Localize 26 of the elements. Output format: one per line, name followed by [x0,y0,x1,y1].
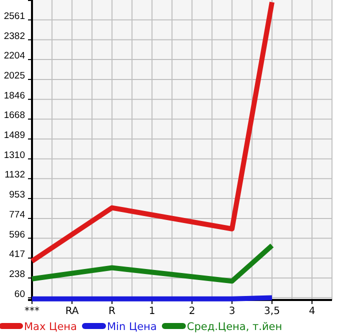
x-tick-label: *** [24,306,40,318]
y-tick-label: 2025 [4,70,25,82]
y-tick-label: 1310 [4,150,25,161]
y-tick-label: 238 [9,269,25,280]
y-tick-label: 774 [9,209,25,220]
y-tick-label: 2204 [4,50,25,62]
legend-label: Сред.Цена, т.йен [186,321,282,333]
x-tick-label: RA [65,306,79,318]
x-tick-label: 3 [228,306,236,318]
y-tick-label: 2561 [4,10,25,22]
legend-label: Min Цена [106,321,157,333]
x-tick-label: 4 [308,306,316,318]
y-tick-label: 1489 [4,130,25,142]
y-tick-label: 60 [14,288,25,300]
y-tick-label: 2382 [4,30,25,42]
x-tick-label: 2 [188,306,196,318]
y-tick-label: 953 [9,190,25,201]
legend-label: Max Цена [24,321,77,333]
y-tick-label: 596 [9,229,25,240]
y-tick-label: 417 [9,249,25,260]
x-tick-label: 3,5 [264,306,280,318]
y-tick-label: 1668 [4,110,25,122]
x-tick-label: R [108,306,116,318]
y-tick-label: 1132 [4,170,25,181]
y-tick-label: 1846 [4,90,25,102]
x-tick-label: 1 [148,306,156,318]
